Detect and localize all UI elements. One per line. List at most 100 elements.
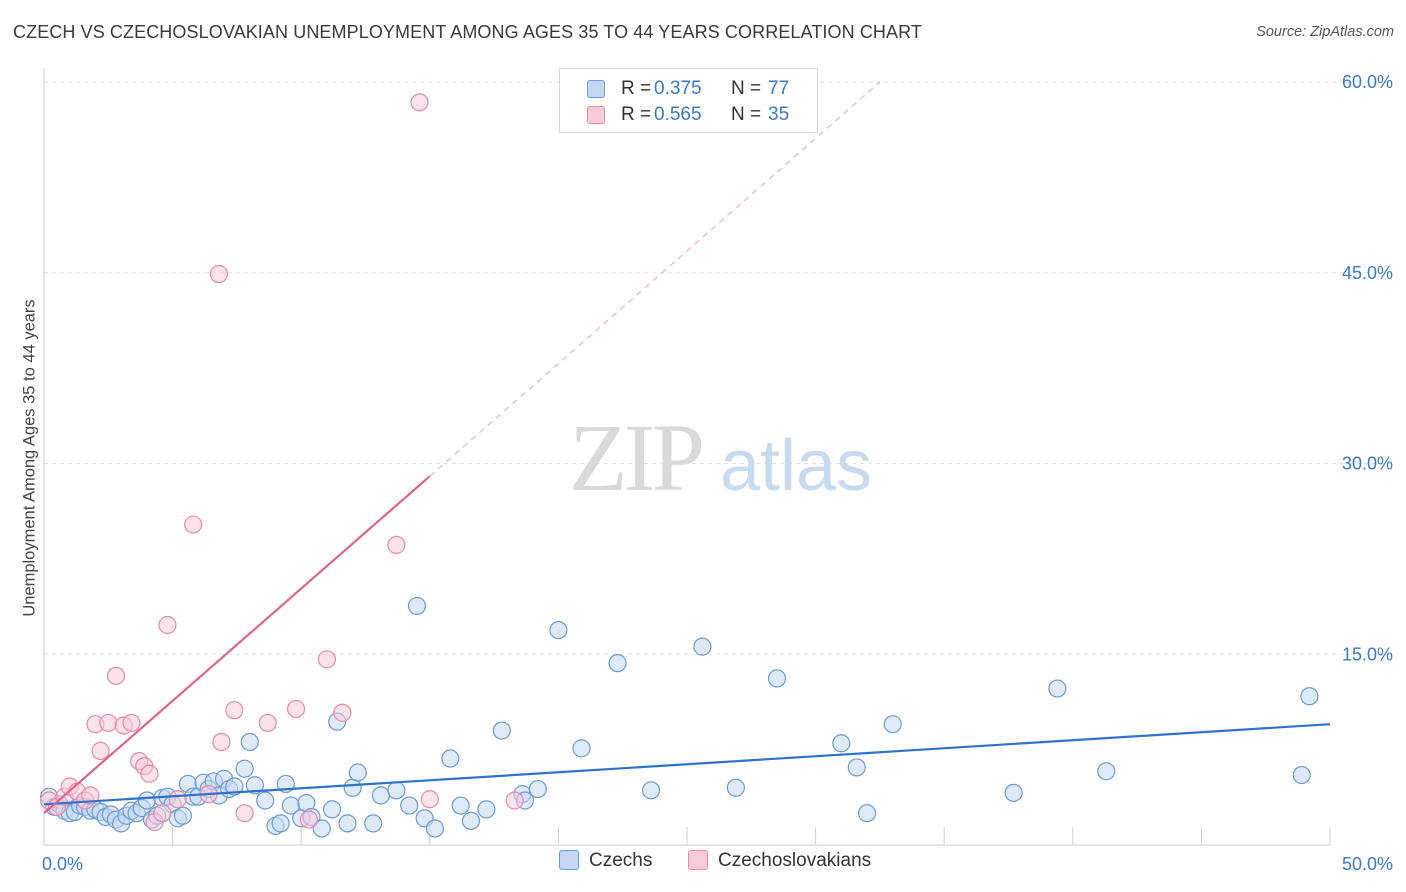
czechs-point bbox=[608, 654, 627, 673]
czechoslovakians-point bbox=[317, 650, 337, 669]
czechoslovakians-point bbox=[420, 790, 439, 809]
czechoslovakians-point bbox=[140, 764, 159, 783]
legend-row-czechs: R = 0.375 N = 77 bbox=[560, 77, 817, 103]
czechs-point bbox=[371, 786, 391, 805]
correlation-legend: R = 0.375 N = 77 R = 0.565 N = 35 bbox=[559, 68, 818, 133]
czechoslovakians-point bbox=[235, 804, 254, 823]
czechs-point bbox=[322, 800, 342, 819]
czechs-point bbox=[726, 778, 745, 797]
gridlines bbox=[44, 81, 1392, 655]
czechoslovakians-point bbox=[91, 741, 110, 760]
watermark-atlas: atlas bbox=[720, 426, 872, 506]
czechs-point bbox=[240, 732, 259, 752]
czechs-point bbox=[528, 779, 547, 799]
bottom-legend-swatch-czechoslovakians bbox=[688, 850, 708, 870]
legend-row-czechoslovakians: R = 0.565 N = 35 bbox=[560, 103, 817, 129]
axes bbox=[43, 68, 1331, 846]
legend-swatch-czechs bbox=[587, 80, 605, 98]
czechoslovakians-point bbox=[258, 713, 277, 733]
bottom-legend-label-czechs: Czechs bbox=[589, 850, 653, 871]
czechoslovakians-point bbox=[153, 804, 172, 823]
czechs-point bbox=[387, 781, 406, 800]
czechoslovakians-point bbox=[410, 93, 429, 112]
czechs-point bbox=[338, 814, 357, 833]
czechoslovakians-point bbox=[387, 535, 406, 554]
czechs-point bbox=[883, 715, 902, 734]
y-tick-label: 45.0% bbox=[1342, 263, 1393, 283]
czechs-point bbox=[1097, 762, 1116, 781]
czechs-point bbox=[348, 763, 367, 782]
czechs-point bbox=[173, 806, 192, 825]
x-tick-label: 0.0% bbox=[42, 854, 83, 874]
czechs-point bbox=[549, 620, 568, 640]
czechs-trend-line bbox=[43, 723, 1331, 806]
czechs-point bbox=[235, 759, 254, 778]
trend-lines bbox=[43, 81, 1331, 815]
y-tick-label: 60.0% bbox=[1342, 72, 1393, 92]
czechoslovakians-point bbox=[81, 786, 100, 805]
czechs-point bbox=[1292, 765, 1311, 785]
czechs-point bbox=[343, 778, 362, 797]
y-tick-label: 15.0% bbox=[1342, 644, 1393, 664]
czechoslovakians-point bbox=[184, 515, 203, 534]
czechs-point bbox=[245, 776, 265, 795]
legend-n-label: N = bbox=[731, 104, 762, 125]
czechs-points bbox=[40, 596, 1319, 838]
legend-n-value-czechs: 77 bbox=[768, 78, 790, 99]
czechs-point bbox=[271, 814, 290, 833]
czechs-point bbox=[477, 800, 496, 819]
czechoslovakians-point bbox=[122, 713, 141, 733]
czechs-point bbox=[407, 596, 427, 616]
czechoslovakians-trend-line bbox=[43, 475, 431, 815]
czechs-point bbox=[441, 749, 460, 768]
czechoslovakians-point bbox=[106, 666, 126, 685]
czechs-point bbox=[425, 819, 445, 838]
czechoslovakians-trend-extension bbox=[429, 81, 881, 477]
czechs-point bbox=[572, 739, 591, 758]
czechoslovakians-point bbox=[168, 790, 187, 809]
czechs-point bbox=[1048, 679, 1067, 698]
bottom-legend-czechs[interactable]: Czechs bbox=[559, 850, 652, 872]
y-tick-label: 30.0% bbox=[1342, 454, 1393, 474]
legend-n-label: N = bbox=[731, 78, 762, 99]
bottom-legend-swatch-czechs bbox=[559, 850, 579, 870]
bottom-legend-label-czechoslovakians: Czechoslovakians bbox=[718, 850, 872, 871]
legend-r-value-czechoslovakians: 0.565 bbox=[654, 104, 702, 125]
bottom-legend-czechoslovakians[interactable]: Czechoslovakians bbox=[688, 850, 871, 872]
czechoslovakians-point bbox=[225, 701, 244, 720]
czechs-point bbox=[461, 811, 481, 830]
czechoslovakians-point bbox=[333, 703, 352, 722]
czechs-point bbox=[847, 758, 866, 777]
czechoslovakians-point bbox=[299, 810, 319, 829]
czechs-point bbox=[1004, 783, 1023, 802]
legend-r-label: R = bbox=[621, 78, 652, 99]
czechs-point bbox=[225, 777, 244, 796]
watermark: ZIP atlas bbox=[569, 404, 872, 511]
legend-r-value-czechs: 0.375 bbox=[654, 78, 702, 99]
czechoslovakians-points bbox=[40, 93, 524, 832]
czechs-point bbox=[451, 796, 470, 815]
legend-r-label: R = bbox=[621, 104, 652, 125]
czechs-point bbox=[641, 781, 661, 800]
czechs-point bbox=[1300, 687, 1319, 706]
czechs-point bbox=[693, 637, 712, 656]
czechoslovakians-point bbox=[158, 615, 177, 635]
czechoslovakians-point bbox=[212, 732, 231, 752]
watermark-zip: ZIP bbox=[569, 404, 702, 511]
czechs-point bbox=[400, 796, 419, 815]
tick-labels: 15.0% 30.0% 45.0% 60.0% 0.0% 50.0% bbox=[42, 72, 1393, 874]
czechoslovakians-point bbox=[286, 699, 306, 719]
czechs-point bbox=[857, 804, 877, 823]
legend-n-value-czechoslovakians: 35 bbox=[768, 104, 790, 125]
czechoslovakians-point bbox=[99, 713, 118, 733]
czechoslovakians-point bbox=[505, 791, 524, 810]
czechs-point bbox=[256, 791, 275, 810]
chart-title: CZECH VS CZECHOSLOVAKIAN UNEMPLOYMENT AM… bbox=[13, 22, 922, 42]
czechs-point bbox=[767, 669, 787, 688]
legend-swatch-czechoslovakians bbox=[587, 106, 605, 124]
source-credit: Source: ZipAtlas.com bbox=[1256, 24, 1394, 40]
czechs-point bbox=[364, 814, 383, 833]
czechs-point bbox=[312, 819, 331, 838]
x-tick-label: 50.0% bbox=[1342, 854, 1393, 874]
